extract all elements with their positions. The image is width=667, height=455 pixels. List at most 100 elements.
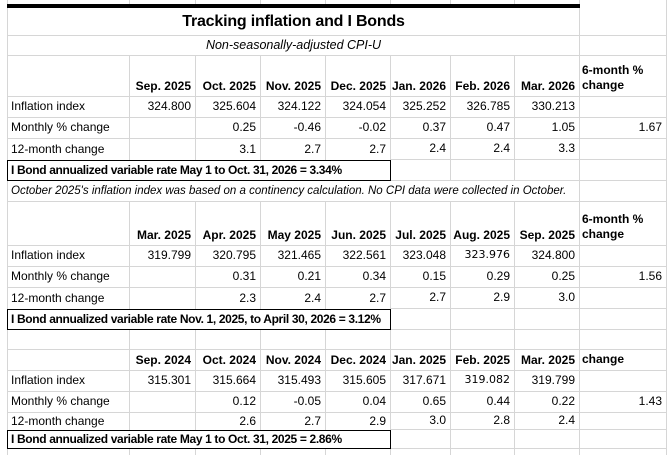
value-cell[interactable] bbox=[130, 413, 196, 430]
value-cell[interactable]: 324.054 bbox=[326, 97, 391, 118]
value-cell[interactable]: 321.465 bbox=[261, 246, 326, 267]
value-cell[interactable]: 323.976 bbox=[451, 246, 515, 267]
row-label-cell[interactable]: Monthly % change bbox=[7, 267, 130, 288]
value-cell[interactable]: 2.4 bbox=[515, 413, 580, 430]
month-header-cell[interactable]: Mar. 2026 bbox=[515, 56, 580, 97]
month-header-cell[interactable]: Aug. 2025 bbox=[451, 202, 515, 246]
value-cell[interactable]: 2.7 bbox=[261, 139, 326, 160]
rate-note-cell[interactable]: I Bond annualized variable rate May 1 to… bbox=[7, 160, 391, 181]
value-cell[interactable]: 3.0 bbox=[515, 288, 580, 309]
row-label-cell[interactable]: Monthly % change bbox=[7, 392, 130, 413]
row-label-cell[interactable]: Inflation index bbox=[7, 97, 130, 118]
value-cell[interactable]: 0.34 bbox=[326, 267, 391, 288]
month-header-cell[interactable]: Nov. 2024 bbox=[261, 350, 326, 371]
value-cell[interactable]: 2.4 bbox=[261, 288, 326, 309]
value-cell[interactable]: 1.56 bbox=[580, 267, 667, 288]
value-cell[interactable]: 2.3 bbox=[196, 288, 261, 309]
month-header-cell[interactable]: Mar. 2025 bbox=[130, 202, 196, 246]
value-cell[interactable]: 0.37 bbox=[391, 118, 451, 139]
value-cell[interactable]: -0.46 bbox=[261, 118, 326, 139]
value-cell[interactable] bbox=[130, 267, 196, 288]
change-col-header-cell[interactable]: 6-month % change bbox=[580, 202, 667, 246]
row-label-cell[interactable]: Inflation index bbox=[7, 371, 130, 392]
value-cell[interactable]: 324.800 bbox=[130, 97, 196, 118]
value-cell[interactable]: 324.800 bbox=[515, 246, 580, 267]
row-label-cell[interactable]: 12-month change bbox=[7, 413, 130, 430]
value-cell[interactable]: 2.4 bbox=[391, 139, 451, 160]
month-header-cell[interactable]: Apr. 2025 bbox=[196, 202, 261, 246]
value-cell[interactable]: 2.4 bbox=[451, 139, 515, 160]
month-header-cell[interactable]: Jul. 2025 bbox=[391, 202, 451, 246]
value-cell[interactable] bbox=[130, 392, 196, 413]
value-cell[interactable]: -0.05 bbox=[261, 392, 326, 413]
value-cell[interactable]: 322.561 bbox=[326, 246, 391, 267]
empty-cell[interactable] bbox=[391, 430, 451, 449]
empty-cell[interactable] bbox=[580, 430, 667, 449]
value-cell[interactable]: 325.252 bbox=[391, 97, 451, 118]
value-cell[interactable]: 325.604 bbox=[196, 97, 261, 118]
sheet-title[interactable]: Tracking inflation and I Bonds bbox=[7, 8, 580, 36]
value-cell[interactable]: 0.47 bbox=[451, 118, 515, 139]
row-label-cell[interactable]: Monthly % change bbox=[7, 118, 130, 139]
value-cell[interactable] bbox=[580, 371, 667, 392]
empty-cell[interactable] bbox=[580, 309, 667, 330]
empty-cell[interactable] bbox=[391, 309, 451, 330]
month-header-cell[interactable]: Feb. 2026 bbox=[451, 56, 515, 97]
value-cell[interactable]: 0.29 bbox=[451, 267, 515, 288]
value-cell[interactable]: 2.9 bbox=[451, 288, 515, 309]
value-cell[interactable]: 0.31 bbox=[196, 267, 261, 288]
empty-cell[interactable] bbox=[391, 160, 451, 181]
value-cell[interactable]: 319.799 bbox=[130, 246, 196, 267]
value-cell[interactable]: 315.493 bbox=[261, 371, 326, 392]
value-cell[interactable]: 319.082 bbox=[451, 371, 515, 392]
value-cell[interactable]: 1.67 bbox=[580, 118, 667, 139]
month-header-cell[interactable]: Oct. 2024 bbox=[196, 350, 261, 371]
empty-cell[interactable] bbox=[515, 430, 580, 449]
rate-note-cell[interactable]: I Bond annualized variable rate May 1 to… bbox=[7, 430, 391, 449]
month-header-cell[interactable]: Jan. 2025 bbox=[391, 350, 451, 371]
change-col-header-cell[interactable]: 6-month % change bbox=[580, 56, 667, 97]
value-cell[interactable]: 330.213 bbox=[515, 97, 580, 118]
value-cell[interactable]: 3.0 bbox=[391, 413, 451, 430]
empty-cell[interactable] bbox=[580, 181, 667, 202]
value-cell[interactable]: 315.605 bbox=[326, 371, 391, 392]
value-cell[interactable] bbox=[580, 97, 667, 118]
month-header-cell[interactable]: Mar. 2025 bbox=[515, 350, 580, 371]
value-cell[interactable]: 320.795 bbox=[196, 246, 261, 267]
value-cell[interactable]: 2.9 bbox=[326, 413, 391, 430]
row-label-cell[interactable]: Inflation index bbox=[7, 246, 130, 267]
month-header-cell[interactable]: Dec. 2025 bbox=[326, 56, 391, 97]
value-cell[interactable]: 317.671 bbox=[391, 371, 451, 392]
value-cell[interactable] bbox=[580, 139, 667, 160]
rate-note-cell[interactable]: I Bond annualized variable rate Nov. 1, … bbox=[7, 309, 391, 330]
value-cell[interactable]: 0.65 bbox=[391, 392, 451, 413]
value-cell[interactable]: 0.21 bbox=[261, 267, 326, 288]
month-header-cell[interactable]: Nov. 2025 bbox=[261, 56, 326, 97]
value-cell[interactable]: 315.301 bbox=[130, 371, 196, 392]
empty-cell[interactable] bbox=[451, 430, 515, 449]
corner-cell[interactable] bbox=[7, 202, 130, 246]
month-header-cell[interactable]: Sep. 2024 bbox=[130, 350, 196, 371]
value-cell[interactable] bbox=[580, 246, 667, 267]
empty-cell[interactable] bbox=[515, 309, 580, 330]
value-cell[interactable]: 0.15 bbox=[391, 267, 451, 288]
value-cell[interactable] bbox=[130, 288, 196, 309]
value-cell[interactable] bbox=[130, 118, 196, 139]
value-cell[interactable]: 2.7 bbox=[391, 288, 451, 309]
value-cell[interactable] bbox=[580, 288, 667, 309]
value-cell[interactable]: 319.799 bbox=[515, 371, 580, 392]
value-cell[interactable]: 3.3 bbox=[515, 139, 580, 160]
value-cell[interactable]: 323.048 bbox=[391, 246, 451, 267]
value-cell[interactable]: 0.25 bbox=[515, 267, 580, 288]
empty-cell[interactable] bbox=[580, 8, 667, 36]
value-cell[interactable] bbox=[130, 139, 196, 160]
month-header-cell[interactable]: Feb. 2025 bbox=[451, 350, 515, 371]
value-cell[interactable]: 0.25 bbox=[196, 118, 261, 139]
empty-cell[interactable] bbox=[580, 160, 667, 181]
corner-cell[interactable] bbox=[7, 56, 130, 97]
row-label-cell[interactable]: 12-month change bbox=[7, 288, 130, 309]
month-header-cell[interactable]: Dec. 2024 bbox=[326, 350, 391, 371]
empty-cell[interactable] bbox=[451, 160, 515, 181]
value-cell[interactable]: 324.122 bbox=[261, 97, 326, 118]
value-cell[interactable]: -0.02 bbox=[326, 118, 391, 139]
